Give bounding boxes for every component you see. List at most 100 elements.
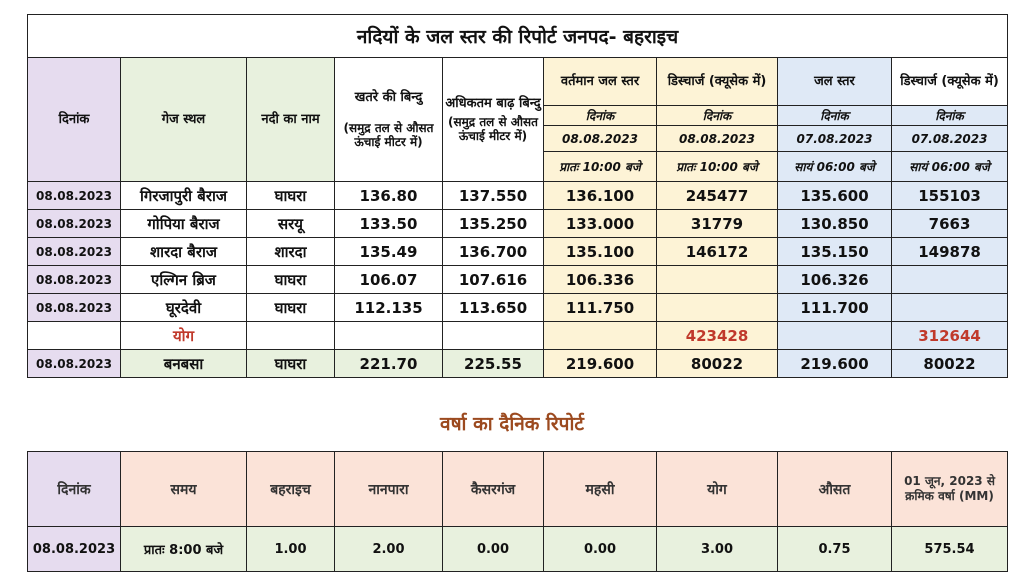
report-title: नदियों के जल स्तर की रिपोर्ट जनपद- बहराइ… — [26, 14, 1009, 58]
rain-header-cumulative: 01 जून, 2023 से क्रमिक वर्षा (MM) — [891, 451, 1008, 527]
rain-kaisarganj: 0.00 — [442, 526, 544, 572]
rain-header-mahsi: महसी — [543, 451, 657, 527]
sub-current-date: 08.08.2023 — [543, 125, 657, 152]
table-row: 08.08.2023 बनबसा घाघरा 221.70 225.55 219… — [27, 349, 1009, 378]
row-river: सरयू — [246, 209, 335, 238]
row-prev-level: 135.600 — [777, 181, 892, 210]
rain-header-nanpara: नानपारा — [334, 451, 443, 527]
row-prev-level: 106.326 — [777, 265, 892, 294]
row-max-flood: 113.650 — [442, 293, 544, 322]
row-prev-level: 135.150 — [777, 237, 892, 266]
row-river: घाघरा — [246, 265, 335, 294]
total-row: योग 423428 312644 — [27, 321, 1009, 350]
row-max-flood: 137.550 — [442, 181, 544, 210]
row-danger: 136.80 — [334, 181, 443, 210]
header-current-discharge: डिस्चार्ज (क्यूसेक में) — [656, 57, 778, 106]
header-danger-point: खतरे की बिन्दु (समुद्र तल से औसत ऊंचाई म… — [334, 57, 443, 182]
row-river: घाघरा — [246, 349, 335, 378]
rain-bahraich: 1.00 — [246, 526, 335, 572]
danger-point-label: खतरे की बिन्दु — [354, 90, 423, 105]
row-prev-discharge: 149878 — [890, 237, 1009, 266]
row-date: 08.08.2023 — [27, 181, 121, 210]
row-current-discharge — [656, 265, 778, 294]
rain-total: 3.00 — [656, 526, 778, 572]
sub-date-label: दिनांक — [777, 105, 892, 126]
row-site: गिरजापुरी बैराज — [120, 181, 247, 210]
row-danger: 106.07 — [334, 265, 443, 294]
row-current-level: 135.100 — [543, 237, 657, 266]
row-site: शारदा बैराज — [120, 237, 247, 266]
water-level-table: नदियों के जल स्तर की रिपोर्ट जनपद- बहराइ… — [26, 14, 1009, 378]
row-prev-discharge — [890, 265, 1009, 294]
rain-nanpara: 2.00 — [334, 526, 443, 572]
danger-point-note: (समुद्र तल से औसत ऊंचाई मीटर में) — [343, 121, 434, 149]
row-danger: 112.135 — [334, 293, 443, 322]
row-river: घाघरा — [246, 293, 335, 322]
row-date: 08.08.2023 — [27, 265, 121, 294]
header-current-level: वर्तमान जल स्तर — [543, 57, 657, 106]
sub-prev-date: 07.08.2023 — [777, 125, 892, 152]
row-site: बनबसा — [120, 349, 247, 378]
row-current-level: 106.336 — [543, 265, 657, 294]
row-danger: 221.70 — [334, 349, 443, 378]
row-date: 08.08.2023 — [27, 237, 121, 266]
row-current-discharge: 245477 — [656, 181, 778, 210]
row-danger: 135.49 — [334, 237, 443, 266]
rain-header-time: समय — [120, 451, 247, 527]
row-date: 08.08.2023 — [27, 349, 121, 378]
header-river-name: नदी का नाम — [246, 57, 335, 182]
total-current-discharge: 423428 — [656, 321, 778, 350]
row-site: घूरदेवी — [120, 293, 247, 322]
sub-evening-time: सायं 06:00 बजे — [890, 151, 1009, 182]
max-flood-note: (समुद्र तल से औसत ऊंचाई मीटर में) — [448, 115, 538, 143]
rain-time: प्रातः 8:00 बजे — [120, 526, 247, 572]
row-prev-level: 130.850 — [777, 209, 892, 238]
row-date: 08.08.2023 — [27, 209, 121, 238]
table-row: 08.08.2023 घूरदेवी घाघरा 112.135 113.650… — [27, 293, 1009, 322]
sub-date-label: दिनांक — [543, 105, 657, 126]
row-prev-discharge — [890, 293, 1009, 322]
row-prev-level: 219.600 — [777, 349, 892, 378]
row-current-level: 133.000 — [543, 209, 657, 238]
table-row: 08.08.2023 गिरजापुरी बैराज घाघरा 136.80 … — [27, 181, 1009, 210]
total-prev-discharge: 312644 — [890, 321, 1009, 350]
rain-average: 0.75 — [777, 526, 892, 572]
header-max-flood-point: अधिकतम बाढ़ बिन्दु (समुद्र तल से औसत ऊंच… — [442, 57, 544, 182]
max-flood-label: अधिकतम बाढ़ बिन्दु — [445, 96, 541, 111]
rain-date: 08.08.2023 — [27, 526, 121, 572]
row-prev-discharge: 7663 — [890, 209, 1009, 238]
row-date: 08.08.2023 — [27, 293, 121, 322]
table-row: 08.08.2023 गोपिया बैराज सरयू 133.50 135.… — [27, 209, 1009, 238]
row-current-discharge: 31779 — [656, 209, 778, 238]
sub-date-label: दिनांक — [656, 105, 778, 126]
row-river: शारदा — [246, 237, 335, 266]
rain-header-average: औसत — [777, 451, 892, 527]
row-river: घाघरा — [246, 181, 335, 210]
table-row: 08.08.2023 प्रातः 8:00 बजे 1.00 2.00 0.0… — [27, 526, 1008, 572]
rain-header-total: योग — [656, 451, 778, 527]
row-prev-level: 111.700 — [777, 293, 892, 322]
sub-morning-time: प्रातः 10:00 बजे — [543, 151, 657, 182]
row-current-discharge: 146172 — [656, 237, 778, 266]
sub-morning-time: प्रातः 10:00 बजे — [656, 151, 778, 182]
row-max-flood: 136.700 — [442, 237, 544, 266]
table-row: 08.08.2023 शारदा बैराज शारदा 135.49 136.… — [27, 237, 1009, 266]
row-danger: 133.50 — [334, 209, 443, 238]
row-prev-discharge: 155103 — [890, 181, 1009, 210]
row-max-flood: 135.250 — [442, 209, 544, 238]
header-date: दिनांक — [27, 57, 121, 182]
rain-mahsi: 0.00 — [543, 526, 657, 572]
row-prev-discharge: 80022 — [890, 349, 1009, 378]
sub-prev-date: 07.08.2023 — [890, 125, 1009, 152]
sub-current-date: 08.08.2023 — [656, 125, 778, 152]
table-row: 08.08.2023 एल्गिन ब्रिज घाघरा 106.07 107… — [27, 265, 1009, 294]
rain-header-bahraich: बहराइच — [246, 451, 335, 527]
rain-report-title: वर्षा का दैनिक रिपोर्ट — [440, 413, 584, 435]
sub-date-label: दिनांक — [890, 105, 1009, 126]
row-max-flood: 107.616 — [442, 265, 544, 294]
rain-cumulative: 575.54 — [891, 526, 1008, 572]
rain-header-date: दिनांक — [27, 451, 121, 527]
rainfall-table: दिनांक समय बहराइच नानपारा कैसरगंज महसी य… — [27, 451, 1008, 572]
row-current-level: 111.750 — [543, 293, 657, 322]
row-site: गोपिया बैराज — [120, 209, 247, 238]
